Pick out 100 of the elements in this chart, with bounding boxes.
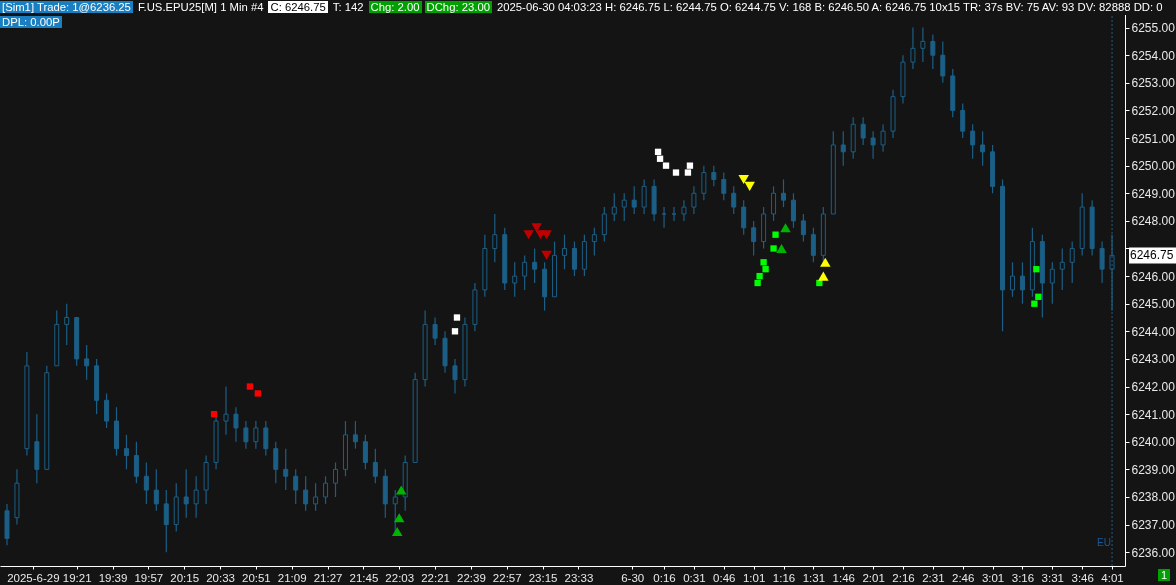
x-tick-label: 22:21 (421, 571, 450, 584)
candlestick (352, 420, 358, 450)
y-tick-label: 6237.00 (1131, 518, 1176, 533)
y-tick-label: 6251.00 (1131, 131, 1176, 146)
point (780, 223, 791, 233)
candlestick (153, 468, 159, 512)
candlestick (193, 475, 199, 519)
point (770, 245, 777, 252)
candlestick (1069, 240, 1075, 284)
candlestick (104, 392, 110, 429)
candlestick (333, 461, 339, 498)
x-tick-label: 1:16 (772, 571, 796, 584)
annotation: F.US.EPU25[M] 1 Min #4 (136, 1, 265, 13)
text: 1 (1158, 569, 1171, 581)
x-tick-label: 2:31 (922, 571, 945, 584)
point (451, 328, 459, 335)
candlestick (372, 448, 378, 484)
y-tick-label: 6254.00 (1131, 48, 1176, 63)
candlestick (970, 123, 976, 160)
candlestick (571, 240, 577, 277)
x-tick-label: 20:51 (241, 571, 271, 584)
y-tick-label: 6238.00 (1131, 490, 1176, 505)
candlestick (940, 40, 946, 84)
x-tick-label: 4:01 (1101, 571, 1124, 584)
candlestick (1099, 240, 1105, 284)
y-tick-label: 6243.00 (1131, 352, 1176, 367)
candlestick (1009, 261, 1015, 298)
point (654, 148, 662, 156)
candlestick (681, 199, 687, 222)
annotation: Chg: 2.00 (368, 1, 422, 13)
candlestick (870, 130, 876, 160)
candlestick (1019, 261, 1025, 305)
candlestick (711, 165, 717, 187)
point (762, 266, 769, 273)
x-tick-label: 2025-6-29 (7, 571, 60, 584)
point (818, 271, 829, 281)
x-tick-label: 21:45 (349, 571, 379, 584)
x-tick-label: 19:57 (134, 571, 164, 584)
y-tick-label: 6245.00 (1131, 297, 1176, 312)
x-tick-label: 0:16 (653, 571, 676, 584)
candlestick (601, 206, 607, 243)
x-tick-label: 22:39 (457, 571, 486, 584)
y-tick-label: 6250.00 (1131, 159, 1176, 174)
candlestick (183, 468, 189, 519)
x-tick-label: 22:03 (385, 571, 415, 584)
point (210, 410, 218, 418)
y-tick-label: 6239.00 (1131, 462, 1176, 477)
candlestick (621, 192, 627, 222)
annotation: DPL: 0.00P (0, 16, 62, 28)
candlestick (492, 213, 498, 263)
x-tick-label: 23:33 (564, 571, 594, 584)
candlestick (960, 102, 966, 139)
candlestick (283, 448, 289, 491)
point (453, 314, 461, 321)
annotation: C: 6246.75 (268, 1, 328, 13)
x-tick-label: 19:39 (98, 571, 128, 584)
x-tick-label: 1:31 (802, 571, 826, 584)
point (820, 257, 831, 267)
annotation: 2025-06-30 04:03:23 H: 6246.75 L: 6244.75 O: 6244.75 V: 168 B: 6246.50 A: 6246.75 10x15 TR: 37s BV: 75 AV: 93 DV: 82888 DD: 0 (496, 1, 1164, 13)
candlestick (253, 420, 259, 450)
y-tick-label: 6248.00 (1131, 214, 1176, 229)
point (756, 272, 763, 280)
x-tick-label: 19:21 (62, 571, 92, 584)
candlestick (751, 220, 757, 256)
x-tick-label: 2:46 (952, 571, 975, 584)
annotation: DChg: 23.00 (424, 1, 492, 13)
candlestick (1049, 261, 1055, 305)
y-tick-label: 6242.00 (1131, 380, 1176, 395)
point (1035, 293, 1042, 300)
y-tick-label: 6253.00 (1131, 76, 1176, 91)
candlestick (840, 130, 846, 167)
candlestick (293, 468, 299, 505)
x-tick-label: 1:01 (742, 571, 766, 584)
candlestick (641, 178, 647, 215)
candlestick (452, 358, 458, 395)
candlestick (771, 185, 777, 222)
candlestick (223, 385, 229, 436)
candlestick (691, 185, 697, 215)
candlestick (741, 199, 747, 236)
candlestick (721, 171, 727, 201)
point (1033, 266, 1040, 273)
point (523, 230, 534, 240)
candlestick (611, 192, 617, 222)
x-tick-label: 1:46 (832, 571, 855, 584)
candlestick (362, 434, 368, 470)
candlestick (880, 123, 886, 153)
candlestick (323, 475, 329, 505)
candlestick (671, 206, 677, 222)
candlestick (1059, 247, 1065, 291)
point (772, 231, 779, 238)
point (776, 243, 787, 254)
point (686, 162, 694, 169)
candlestick (143, 461, 149, 505)
point (246, 383, 254, 390)
candlestick (701, 165, 707, 201)
candlestick (84, 344, 90, 381)
x-tick-label: 2:01 (862, 571, 885, 584)
point (744, 181, 755, 191)
candlestick (661, 206, 667, 229)
candlestick (631, 185, 637, 215)
